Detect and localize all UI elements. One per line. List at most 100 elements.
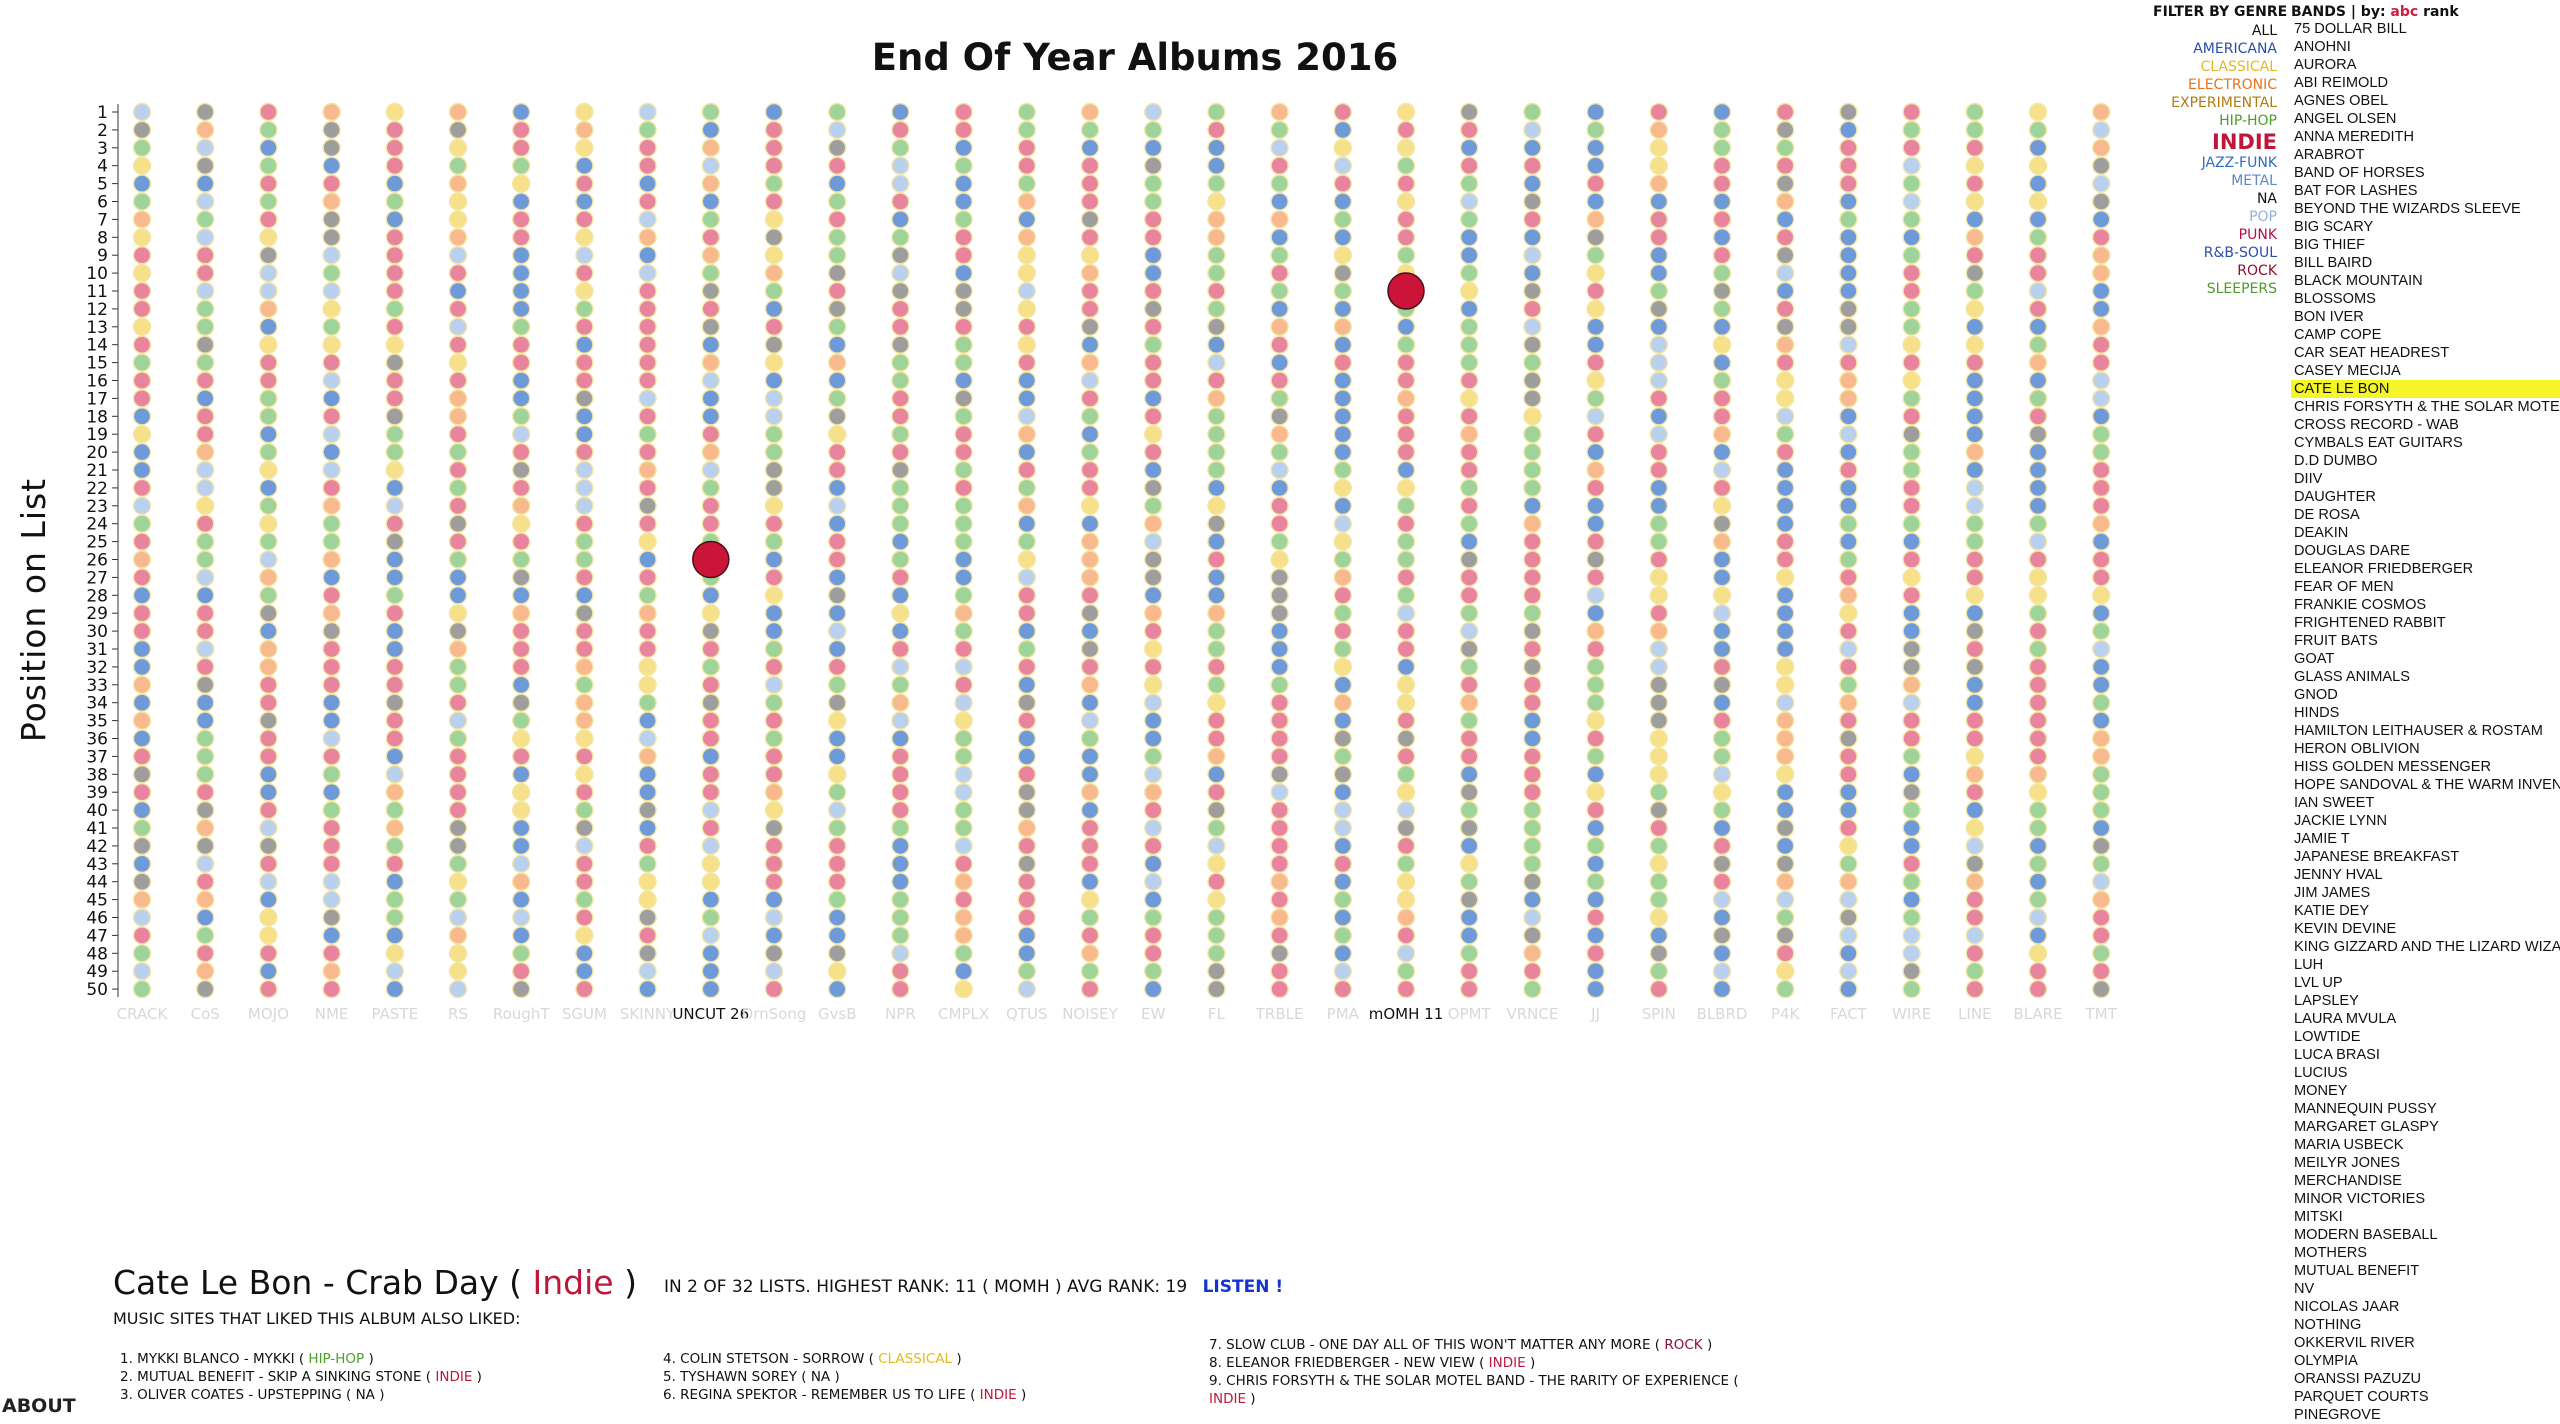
album-dot[interactable] [1965, 621, 1985, 641]
album-dot[interactable] [322, 854, 341, 873]
album-dot[interactable] [1839, 604, 1858, 623]
album-dot[interactable] [385, 729, 404, 748]
album-dot[interactable] [2028, 335, 2048, 354]
album-dot[interactable] [1775, 979, 1795, 999]
album-dot[interactable] [638, 711, 657, 730]
album-dot[interactable] [132, 783, 152, 802]
album-dot[interactable] [385, 192, 404, 211]
album-dot[interactable] [701, 407, 720, 426]
album-dot[interactable] [1396, 568, 1416, 587]
album-dot[interactable] [1270, 747, 1289, 766]
album-dot[interactable] [1965, 514, 1985, 533]
band-list-item[interactable]: CAMP COPE [2294, 327, 2382, 343]
album-dot[interactable] [764, 281, 784, 301]
album-dot[interactable] [448, 281, 468, 301]
album-dot[interactable] [1017, 711, 1037, 730]
album-dot[interactable] [1459, 944, 1479, 963]
album-dot[interactable] [1965, 478, 1985, 498]
album-dot[interactable] [1649, 442, 1669, 462]
album-dot[interactable] [2091, 568, 2111, 587]
selected-album-dot[interactable] [692, 540, 730, 579]
album-dot[interactable] [132, 657, 152, 677]
publication-label[interactable]: OPMT [1448, 1005, 1492, 1023]
album-dot[interactable] [512, 800, 531, 820]
album-dot[interactable] [828, 263, 847, 283]
album-dot[interactable] [1586, 550, 1605, 569]
album-dot[interactable] [764, 478, 784, 498]
album-dot[interactable] [195, 192, 215, 211]
album-dot[interactable] [1712, 514, 1732, 533]
album-dot[interactable] [1523, 657, 1542, 677]
album-dot[interactable] [828, 245, 847, 265]
album-dot[interactable] [1839, 102, 1858, 122]
publication-label[interactable]: CMPLX [938, 1005, 989, 1023]
album-dot[interactable] [1270, 138, 1289, 158]
album-dot[interactable] [1017, 460, 1037, 480]
album-dot[interactable] [1333, 335, 1353, 354]
album-dot[interactable] [512, 263, 531, 283]
album-dot[interactable] [954, 621, 973, 641]
album-dot[interactable] [2091, 765, 2111, 784]
album-dot[interactable] [891, 568, 910, 587]
album-dot[interactable] [575, 156, 594, 175]
band-list-item[interactable]: CAR SEAT HEADREST [2294, 345, 2450, 361]
album-dot[interactable] [1270, 425, 1289, 444]
album-dot[interactable] [701, 174, 720, 193]
album-dot[interactable] [1523, 836, 1542, 856]
album-dot[interactable] [575, 711, 594, 730]
album-dot[interactable] [1712, 729, 1732, 748]
album-dot[interactable] [1902, 979, 1921, 999]
album-dot[interactable] [195, 407, 215, 426]
recommendation-item[interactable]: 8. ELEANOR FRIEDBERGER - NEW VIEW ( INDI… [1209, 1354, 1769, 1372]
album-dot[interactable] [1839, 657, 1858, 677]
album-dot[interactable] [1080, 836, 1100, 856]
album-dot[interactable] [195, 156, 215, 175]
publication-label[interactable]: DrnSong [742, 1005, 807, 1023]
album-dot[interactable] [512, 389, 531, 408]
album-dot[interactable] [1270, 102, 1289, 122]
album-dot[interactable] [512, 425, 531, 444]
album-dot[interactable] [132, 156, 152, 175]
album-dot[interactable] [1017, 979, 1037, 999]
album-dot[interactable] [701, 818, 720, 838]
album-dot[interactable] [1143, 550, 1163, 569]
album-dot[interactable] [2028, 944, 2048, 963]
album-dot[interactable] [1902, 926, 1921, 945]
album-dot[interactable] [512, 836, 531, 856]
album-dot[interactable] [1143, 192, 1163, 211]
album-dot[interactable] [954, 138, 973, 158]
album-dot[interactable] [1902, 568, 1921, 587]
album-dot[interactable] [448, 836, 468, 856]
album-dot[interactable] [1523, 192, 1542, 211]
album-dot[interactable] [828, 926, 847, 945]
album-dot[interactable] [1207, 854, 1226, 873]
album-dot[interactable] [322, 174, 341, 193]
album-dot[interactable] [195, 836, 215, 856]
album-dot[interactable] [2028, 765, 2048, 784]
album-dot[interactable] [2091, 621, 2111, 641]
album-dot[interactable] [1775, 890, 1795, 909]
album-dot[interactable] [1649, 783, 1669, 802]
album-dot[interactable] [1207, 836, 1226, 856]
album-dot[interactable] [512, 604, 531, 623]
album-dot[interactable] [1965, 711, 1985, 730]
album-dot[interactable] [764, 138, 784, 158]
album-dot[interactable] [1649, 335, 1669, 354]
album-dot[interactable] [512, 944, 531, 963]
album-dot[interactable] [322, 818, 341, 838]
album-dot[interactable] [638, 299, 657, 319]
album-dot[interactable] [1333, 263, 1353, 283]
album-dot[interactable] [1649, 979, 1669, 999]
album-dot[interactable] [828, 532, 847, 551]
album-dot[interactable] [1965, 245, 1985, 265]
album-dot[interactable] [1649, 460, 1669, 480]
album-dot[interactable] [1839, 962, 1858, 981]
album-dot[interactable] [132, 120, 152, 140]
album-dot[interactable] [259, 693, 278, 712]
album-dot[interactable] [1396, 514, 1416, 533]
album-dot[interactable] [1207, 299, 1226, 319]
album-dot[interactable] [1712, 818, 1732, 838]
album-dot[interactable] [1333, 460, 1353, 480]
album-dot[interactable] [1396, 228, 1416, 247]
album-dot[interactable] [701, 210, 720, 229]
